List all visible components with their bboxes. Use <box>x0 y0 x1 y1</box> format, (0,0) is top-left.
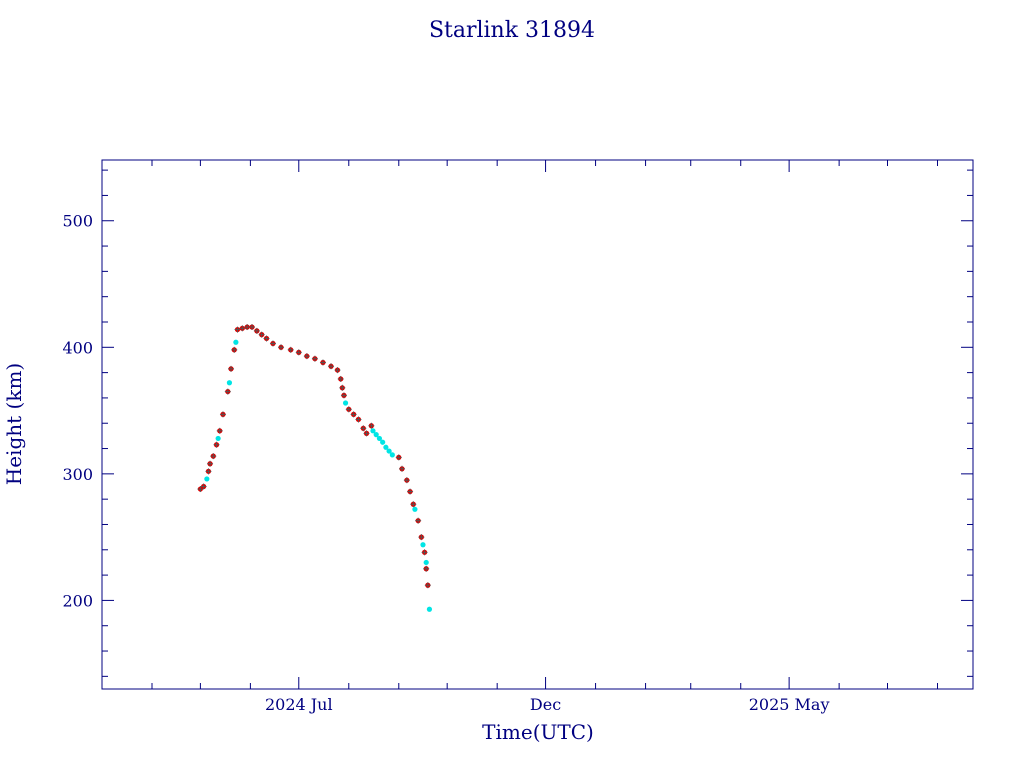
data-point <box>342 400 349 406</box>
data-point <box>204 476 210 482</box>
data-point <box>258 331 265 338</box>
data-point <box>386 448 392 454</box>
data-point <box>399 465 406 472</box>
data-point <box>373 432 379 438</box>
data-point <box>216 427 223 434</box>
x-tick-label: 2024 Jul <box>265 695 333 714</box>
data-point <box>269 340 276 347</box>
data-point <box>376 435 383 442</box>
data-point <box>355 416 362 423</box>
data-point <box>278 344 285 351</box>
data-point <box>380 439 386 445</box>
data-point <box>420 542 426 548</box>
data-point <box>219 411 226 418</box>
data-points <box>197 324 433 612</box>
data-point <box>205 468 212 475</box>
data-point <box>350 411 357 418</box>
data-point <box>337 375 344 382</box>
data-point <box>339 384 346 391</box>
data-point <box>363 430 370 437</box>
y-tick-label: 500 <box>62 212 93 231</box>
data-point <box>383 444 389 450</box>
data-point <box>426 606 433 612</box>
chart-title: Starlink 31894 <box>429 18 595 43</box>
x-tick-label: Dec <box>530 695 561 714</box>
data-point <box>412 506 418 512</box>
data-point <box>287 346 294 353</box>
data-point <box>263 335 270 342</box>
data-point <box>249 324 256 331</box>
data-point <box>410 501 417 508</box>
data-point <box>311 355 318 362</box>
data-point <box>228 365 235 372</box>
data-point <box>345 406 352 413</box>
data-point <box>207 460 214 467</box>
data-point <box>213 441 220 448</box>
data-point <box>233 339 239 345</box>
tick-marks <box>102 160 973 689</box>
data-point <box>389 452 395 458</box>
data-point <box>224 388 231 395</box>
data-point <box>415 517 422 524</box>
data-point <box>368 422 375 429</box>
data-point <box>421 549 428 556</box>
data-point <box>234 326 241 333</box>
y-tick-labels: 200 300 400 500 <box>62 212 93 611</box>
data-point <box>407 488 414 495</box>
data-point <box>423 559 429 566</box>
data-point <box>253 327 260 334</box>
y-axis-label: Height (km) <box>2 363 26 485</box>
data-point <box>226 380 233 386</box>
data-point <box>215 435 221 442</box>
data-point <box>200 483 207 490</box>
y-tick-label: 400 <box>62 338 93 357</box>
data-point <box>328 363 335 370</box>
data-point <box>403 477 410 484</box>
data-point <box>370 428 376 434</box>
data-point <box>418 534 425 541</box>
x-tick-labels: 2024 Jul Dec 2025 May <box>265 695 830 714</box>
data-point <box>295 349 302 356</box>
data-point <box>319 359 326 366</box>
data-point <box>360 425 367 432</box>
plot-frame <box>101 159 974 690</box>
data-point <box>340 392 347 399</box>
data-point <box>423 565 430 572</box>
data-point <box>395 454 402 461</box>
data-point <box>303 353 310 360</box>
y-tick-label: 200 <box>62 591 93 610</box>
data-point <box>239 325 246 332</box>
x-axis-label: Time(UTC) <box>482 720 594 744</box>
data-point <box>244 324 251 331</box>
x-tick-label: 2025 May <box>749 695 830 714</box>
y-tick-label: 300 <box>62 465 93 484</box>
data-point <box>231 346 238 353</box>
data-point <box>334 367 341 374</box>
data-point <box>424 582 431 589</box>
data-point <box>210 453 217 460</box>
